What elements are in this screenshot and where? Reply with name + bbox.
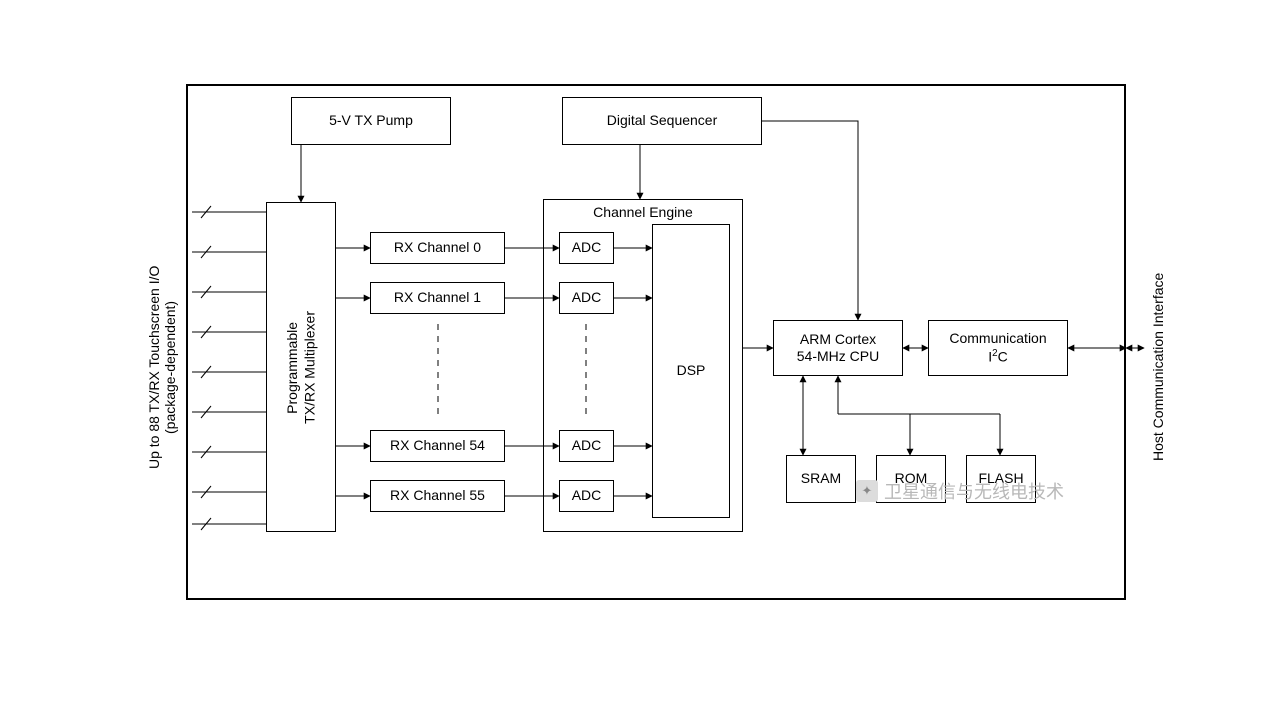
cpu-block: ARM Cortex54-MHz CPU [773, 320, 903, 376]
watermark-text: 卫星通信与无线电技术 [884, 478, 1064, 504]
adc-54-block: ADC [559, 430, 614, 462]
digital-sequencer-block: Digital Sequencer [562, 97, 762, 145]
dsp-block: DSP [652, 224, 730, 518]
rx-channel-54-block: RX Channel 54 [370, 430, 505, 462]
channel-engine-label: Channel Engine [543, 204, 743, 220]
adc-0-block: ADC [559, 232, 614, 264]
sram-block: SRAM [786, 455, 856, 503]
diagram-canvas: Channel Engine Up to 88 TX/RX Touchscree… [0, 0, 1280, 720]
right-interface-label: Host Communication Interface [1146, 200, 1170, 534]
communication-block: Communication I2C [928, 320, 1068, 376]
rx-channel-55-block: RX Channel 55 [370, 480, 505, 512]
rx-channel-0-block: RX Channel 0 [370, 232, 505, 264]
adc-1-block: ADC [559, 282, 614, 314]
wechat-icon: ✦ [856, 480, 878, 502]
tx-pump-block: 5-V TX Pump [291, 97, 451, 145]
rx-channel-1-block: RX Channel 1 [370, 282, 505, 314]
adc-55-block: ADC [559, 480, 614, 512]
watermark: ✦ 卫星通信与无线电技术 [856, 478, 1064, 504]
multiplexer-block: Programmable TX/RX Multiplexer [266, 202, 336, 532]
left-io-label: Up to 88 TX/RX Touchscreen I/O(package-d… [144, 200, 180, 534]
